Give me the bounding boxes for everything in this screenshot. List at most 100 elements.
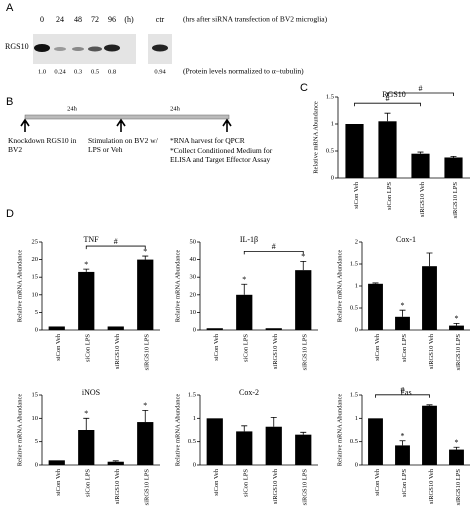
x-tick-label: siRGS10 LPS	[302, 334, 309, 371]
x-tick-label: siRGS10 LPS	[144, 334, 151, 371]
bracket	[354, 102, 421, 107]
x-tick-label: siRGS10 Veh	[114, 468, 121, 504]
band	[104, 44, 120, 52]
bracket	[243, 250, 304, 255]
significance-star: *	[143, 401, 147, 410]
y-tick-label: 0	[355, 461, 358, 468]
x-tick-label: siRGS10 LPS	[452, 182, 459, 219]
x-tick-label: siRGS10 Veh	[272, 468, 279, 504]
bar	[236, 294, 253, 330]
bar	[206, 328, 223, 330]
y-tick-label: 15	[32, 274, 39, 281]
bar	[78, 430, 95, 465]
error-bar	[417, 151, 424, 154]
significance-star: *	[301, 252, 305, 261]
y-tick-label: 50	[190, 238, 197, 245]
error-bar	[112, 460, 119, 462]
band	[88, 46, 102, 52]
y-tick-label: 1.5	[350, 260, 358, 267]
lane-label: 48	[74, 15, 82, 24]
y-tick-label: 1	[355, 282, 358, 289]
bar	[449, 325, 464, 330]
y-tick-label: 1.5	[188, 391, 196, 398]
level: 0.5	[91, 68, 99, 75]
step: *RNA harvest for QPCR	[170, 136, 245, 145]
chart-title: RGS10	[382, 90, 406, 99]
y-axis-label: Relative mRNA Abundance	[174, 394, 181, 467]
interval: 24h	[170, 105, 181, 112]
chart-title: Cox-2	[239, 388, 259, 397]
bar	[368, 418, 383, 465]
level: 0.3	[74, 68, 82, 75]
y-tick-label: 1	[355, 415, 358, 422]
y-axis-label: Relative mRNA Abundance	[174, 250, 181, 323]
bar	[48, 326, 65, 330]
y-tick-label: 0	[331, 174, 334, 181]
protein-label: RGS10	[5, 42, 29, 51]
error-bar	[241, 283, 248, 295]
error-bar	[453, 323, 460, 326]
bar	[137, 422, 154, 465]
y-tick-label: 10	[190, 309, 197, 316]
chart-title: IL-1β	[240, 235, 258, 244]
bar	[265, 328, 282, 330]
y-tick-label: 0	[35, 326, 38, 333]
significance-star: *	[455, 438, 459, 447]
error-bar	[241, 425, 248, 432]
x-tick-label: siCon Veh	[55, 468, 62, 496]
bar	[206, 418, 223, 465]
y-tick-label: 1.5	[326, 93, 334, 100]
x-tick-label: siRGS10 Veh	[114, 333, 121, 369]
y-tick-label: 5	[35, 438, 38, 445]
error-bar	[83, 417, 90, 430]
x-tick-label: siCon LPS	[386, 182, 393, 210]
significance-star: *	[455, 314, 459, 323]
step-text: *Collect Conditioned Medium for ELISA an…	[170, 146, 273, 164]
bar	[449, 449, 464, 465]
y-tick-label: 40	[190, 256, 197, 263]
panel-label: D	[6, 208, 14, 220]
timeline-bar	[24, 114, 230, 120]
band	[72, 47, 84, 51]
error-bar	[300, 260, 307, 271]
bracket	[387, 92, 454, 96]
error-bar	[142, 255, 149, 260]
lane-label: 0	[40, 15, 44, 24]
bracket-label: #	[401, 386, 405, 395]
bracket	[85, 245, 146, 250]
step: *Collect Conditioned Medium for ELISA an…	[170, 146, 273, 164]
bar	[236, 431, 253, 465]
bar	[395, 316, 410, 330]
step-text: Stimulation on BV2 w/ LPS or Veh	[88, 136, 158, 154]
y-axis-label: Relative mRNA Abundance	[16, 394, 23, 467]
step-text: *RNA harvest for QPCR	[170, 136, 245, 145]
y-axis-label: Relative mRNA Abundance	[312, 101, 319, 174]
y-tick-label: 15	[32, 391, 39, 398]
chart-title: TNF	[83, 235, 99, 244]
y-tick-label: 10	[32, 291, 39, 298]
step: Knockdown RGS10 in BV2	[8, 136, 76, 154]
x-tick-label: siRGS10 LPS	[455, 334, 462, 371]
significance-star: *	[401, 301, 405, 310]
bracket-label: #	[272, 242, 276, 251]
significance-star: *	[84, 260, 88, 269]
arrows	[20, 118, 232, 132]
bar	[378, 121, 397, 178]
band	[152, 44, 168, 52]
lane-label: 24	[56, 15, 64, 24]
x-tick-label: siRGS10 Veh	[419, 181, 426, 217]
bar	[368, 283, 383, 330]
y-tick-label: 2	[355, 238, 358, 245]
y-tick-label: 0.5	[350, 438, 358, 445]
bar	[48, 460, 65, 465]
significance-star: *	[242, 275, 246, 284]
bar	[137, 259, 154, 330]
bar	[107, 326, 124, 330]
y-tick-label: 1.5	[350, 391, 358, 398]
bar	[265, 426, 282, 465]
x-tick-label: siRGS10 LPS	[144, 469, 151, 506]
x-tick-label: siRGS10 Veh	[428, 468, 435, 504]
y-axis-label: Relative mRNA Abundance	[336, 250, 343, 323]
y-tick-label: 1	[193, 415, 196, 422]
